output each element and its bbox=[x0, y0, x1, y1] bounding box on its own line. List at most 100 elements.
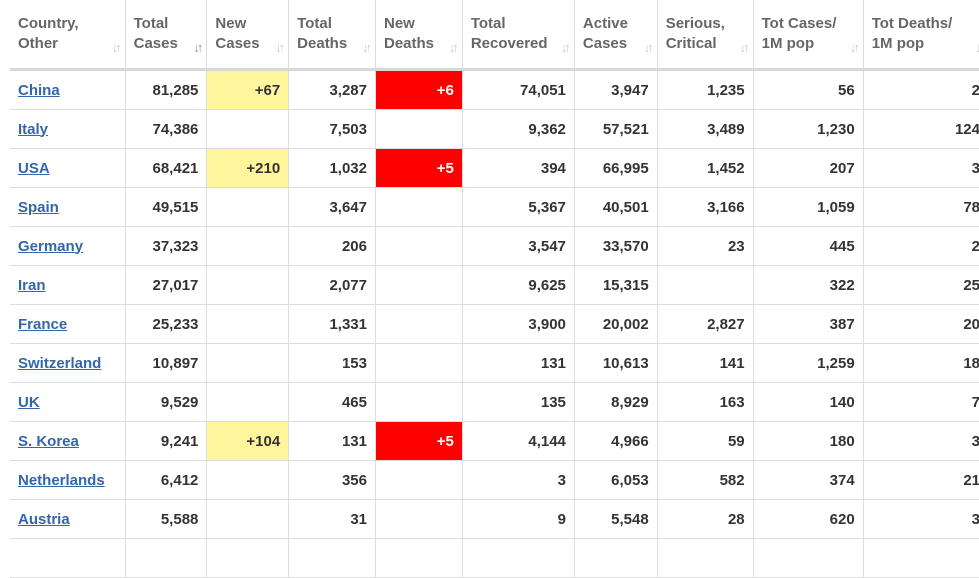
sort-arrows-icon[interactable]: ↓↑ bbox=[448, 40, 459, 55]
cell-new-deaths bbox=[375, 499, 463, 539]
header-label-line2: 1M pop bbox=[871, 35, 925, 52]
cell-total-recovered: 3,900 bbox=[462, 304, 575, 344]
country-link[interactable]: Iran bbox=[18, 276, 46, 294]
country-link[interactable]: Spain bbox=[18, 198, 59, 216]
cell-serious-critical bbox=[657, 538, 754, 578]
cell-new-deaths: +6 bbox=[375, 69, 463, 110]
header-new-deaths[interactable]: New Deaths ↓↑ bbox=[375, 0, 463, 71]
country-link[interactable]: UK bbox=[18, 393, 40, 411]
table-body: China 81,285 +67 3,287 +6 74,051 3,947 1,235 56 2… bbox=[10, 69, 979, 578]
cell-new-deaths: +5 bbox=[375, 148, 463, 188]
sort-arrows-icon[interactable]: ↓↑ bbox=[275, 40, 285, 55]
header-active-cases[interactable]: Active Cases ↓↑ bbox=[574, 0, 658, 71]
cell-country bbox=[10, 538, 126, 578]
cell-serious-critical: 582 bbox=[657, 460, 754, 500]
cell-total-cases: 27,017 bbox=[125, 265, 208, 305]
cell-total-deaths: 1,032 bbox=[288, 148, 376, 188]
cell-new-cases: +210 bbox=[206, 148, 290, 188]
header-label-line2: Cases bbox=[133, 35, 178, 52]
cell-cases-per-1m: 620 bbox=[753, 499, 864, 539]
sort-arrows-icon[interactable]: ↓↑ bbox=[739, 40, 750, 55]
sort-arrows-icon[interactable]: ↓↑ bbox=[560, 40, 571, 55]
cell-total-recovered: 9,362 bbox=[462, 109, 575, 149]
cell-country: Spain bbox=[10, 187, 126, 227]
cell-country: China bbox=[10, 69, 126, 110]
table-row: UK 9,529 465 135 8,929 163 140 7 bbox=[10, 382, 979, 422]
cell-total-deaths: 356 bbox=[288, 460, 376, 500]
header-country[interactable]: Country, Other ↓↑ bbox=[10, 0, 126, 71]
cell-total-deaths bbox=[288, 538, 376, 578]
cell-new-cases: +67 bbox=[206, 69, 290, 110]
country-link[interactable]: Italy bbox=[18, 120, 49, 138]
header-total-cases[interactable]: Total Cases ↓↑ bbox=[125, 0, 208, 71]
cell-deaths-per-1m: 2 bbox=[863, 226, 979, 266]
sort-arrows-icon[interactable]: ↓↑ bbox=[362, 40, 372, 55]
cell-serious-critical: 3,489 bbox=[657, 109, 754, 149]
table-row bbox=[10, 538, 979, 578]
cell-deaths-per-1m: 2 bbox=[863, 69, 979, 110]
cell-new-cases bbox=[206, 304, 290, 344]
cell-active-cases: 20,002 bbox=[574, 304, 658, 344]
cell-new-deaths bbox=[375, 109, 463, 149]
cell-deaths-per-1m: 25 bbox=[863, 265, 979, 305]
table-row: Italy 74,386 7,503 9,362 57,521 3,489 1,230 124 bbox=[10, 109, 979, 149]
country-link[interactable]: Netherlands bbox=[18, 471, 105, 489]
cell-new-deaths bbox=[375, 265, 463, 305]
header-tot-deaths-per-1m[interactable]: Tot Deaths/1M pop ↓↑ bbox=[863, 0, 979, 71]
country-link[interactable]: China bbox=[18, 81, 60, 99]
cell-active-cases: 66,995 bbox=[574, 148, 658, 188]
cell-serious-critical: 141 bbox=[657, 343, 754, 383]
country-link[interactable]: Austria bbox=[18, 510, 70, 528]
cell-total-recovered: 74,051 bbox=[462, 69, 575, 110]
cell-active-cases: 6,053 bbox=[574, 460, 658, 500]
cell-deaths-per-1m: 78 bbox=[863, 187, 979, 227]
country-link[interactable]: Switzerland bbox=[18, 354, 102, 372]
header-tot-cases-per-1m[interactable]: Tot Cases/1M pop ↓↑ bbox=[753, 0, 864, 71]
table-row: USA 68,421 +210 1,032 +5 394 66,995 1,452 207 3 bbox=[10, 148, 979, 188]
cell-country: Switzerland bbox=[10, 343, 126, 383]
cell-serious-critical: 59 bbox=[657, 421, 754, 461]
cell-deaths-per-1m: 3 bbox=[863, 421, 979, 461]
table-row: Germany 37,323 206 3,547 33,570 23 445 2 bbox=[10, 226, 979, 266]
cell-cases-per-1m: 1,230 bbox=[753, 109, 864, 149]
cell-country: France bbox=[10, 304, 126, 344]
cell-new-cases bbox=[206, 265, 290, 305]
cell-new-deaths bbox=[375, 187, 463, 227]
country-link[interactable]: Germany bbox=[18, 237, 84, 255]
country-link[interactable]: S. Korea bbox=[18, 432, 79, 450]
cell-country: Netherlands bbox=[10, 460, 126, 500]
header-total-recovered[interactable]: Total Recovered ↓↑ bbox=[462, 0, 575, 71]
cell-active-cases: 33,570 bbox=[574, 226, 658, 266]
cell-cases-per-1m: 374 bbox=[753, 460, 864, 500]
cell-total-deaths: 7,503 bbox=[288, 109, 376, 149]
sort-arrows-icon[interactable]: ↓↑ bbox=[849, 40, 860, 55]
header-label-line2: Deaths bbox=[297, 35, 348, 52]
cell-cases-per-1m: 387 bbox=[753, 304, 864, 344]
header-row: Country, Other ↓↑ Total Cases ↓↑ New Cases ↓↑ Tot… bbox=[10, 0, 979, 71]
cell-new-cases bbox=[206, 460, 290, 500]
cell-total-deaths: 3,647 bbox=[288, 187, 376, 227]
country-link[interactable]: France bbox=[18, 315, 68, 333]
sort-arrows-icon[interactable]: ↓↑ bbox=[111, 40, 122, 55]
header-serious-critical[interactable]: Serious, Critical ↓↑ bbox=[657, 0, 754, 71]
sort-arrows-icon[interactable]: ↓↑ bbox=[643, 40, 654, 55]
cell-new-deaths bbox=[375, 304, 463, 344]
cell-total-recovered: 131 bbox=[462, 343, 575, 383]
sort-arrows-icon[interactable]: ↓↑ bbox=[975, 40, 979, 55]
header-new-cases[interactable]: New Cases ↓↑ bbox=[206, 0, 290, 71]
cell-deaths-per-1m: 18 bbox=[863, 343, 979, 383]
header-total-deaths[interactable]: Total Deaths ↓↑ bbox=[288, 0, 376, 71]
cell-active-cases: 10,613 bbox=[574, 343, 658, 383]
header-label-line1: New bbox=[384, 15, 415, 32]
cell-total-cases: 25,233 bbox=[125, 304, 208, 344]
cell-serious-critical: 3,166 bbox=[657, 187, 754, 227]
cell-active-cases: 40,501 bbox=[574, 187, 658, 227]
country-link[interactable]: USA bbox=[18, 159, 50, 177]
cell-total-deaths: 3,287 bbox=[288, 69, 376, 110]
header-label-line1: Total bbox=[133, 15, 169, 32]
cell-country: Italy bbox=[10, 109, 126, 149]
cell-total-recovered: 5,367 bbox=[462, 187, 575, 227]
header-label-line1: Active bbox=[582, 15, 628, 32]
sort-arrows-icon[interactable]: ↓↑ bbox=[193, 40, 203, 55]
cell-total-cases: 9,241 bbox=[125, 421, 208, 461]
